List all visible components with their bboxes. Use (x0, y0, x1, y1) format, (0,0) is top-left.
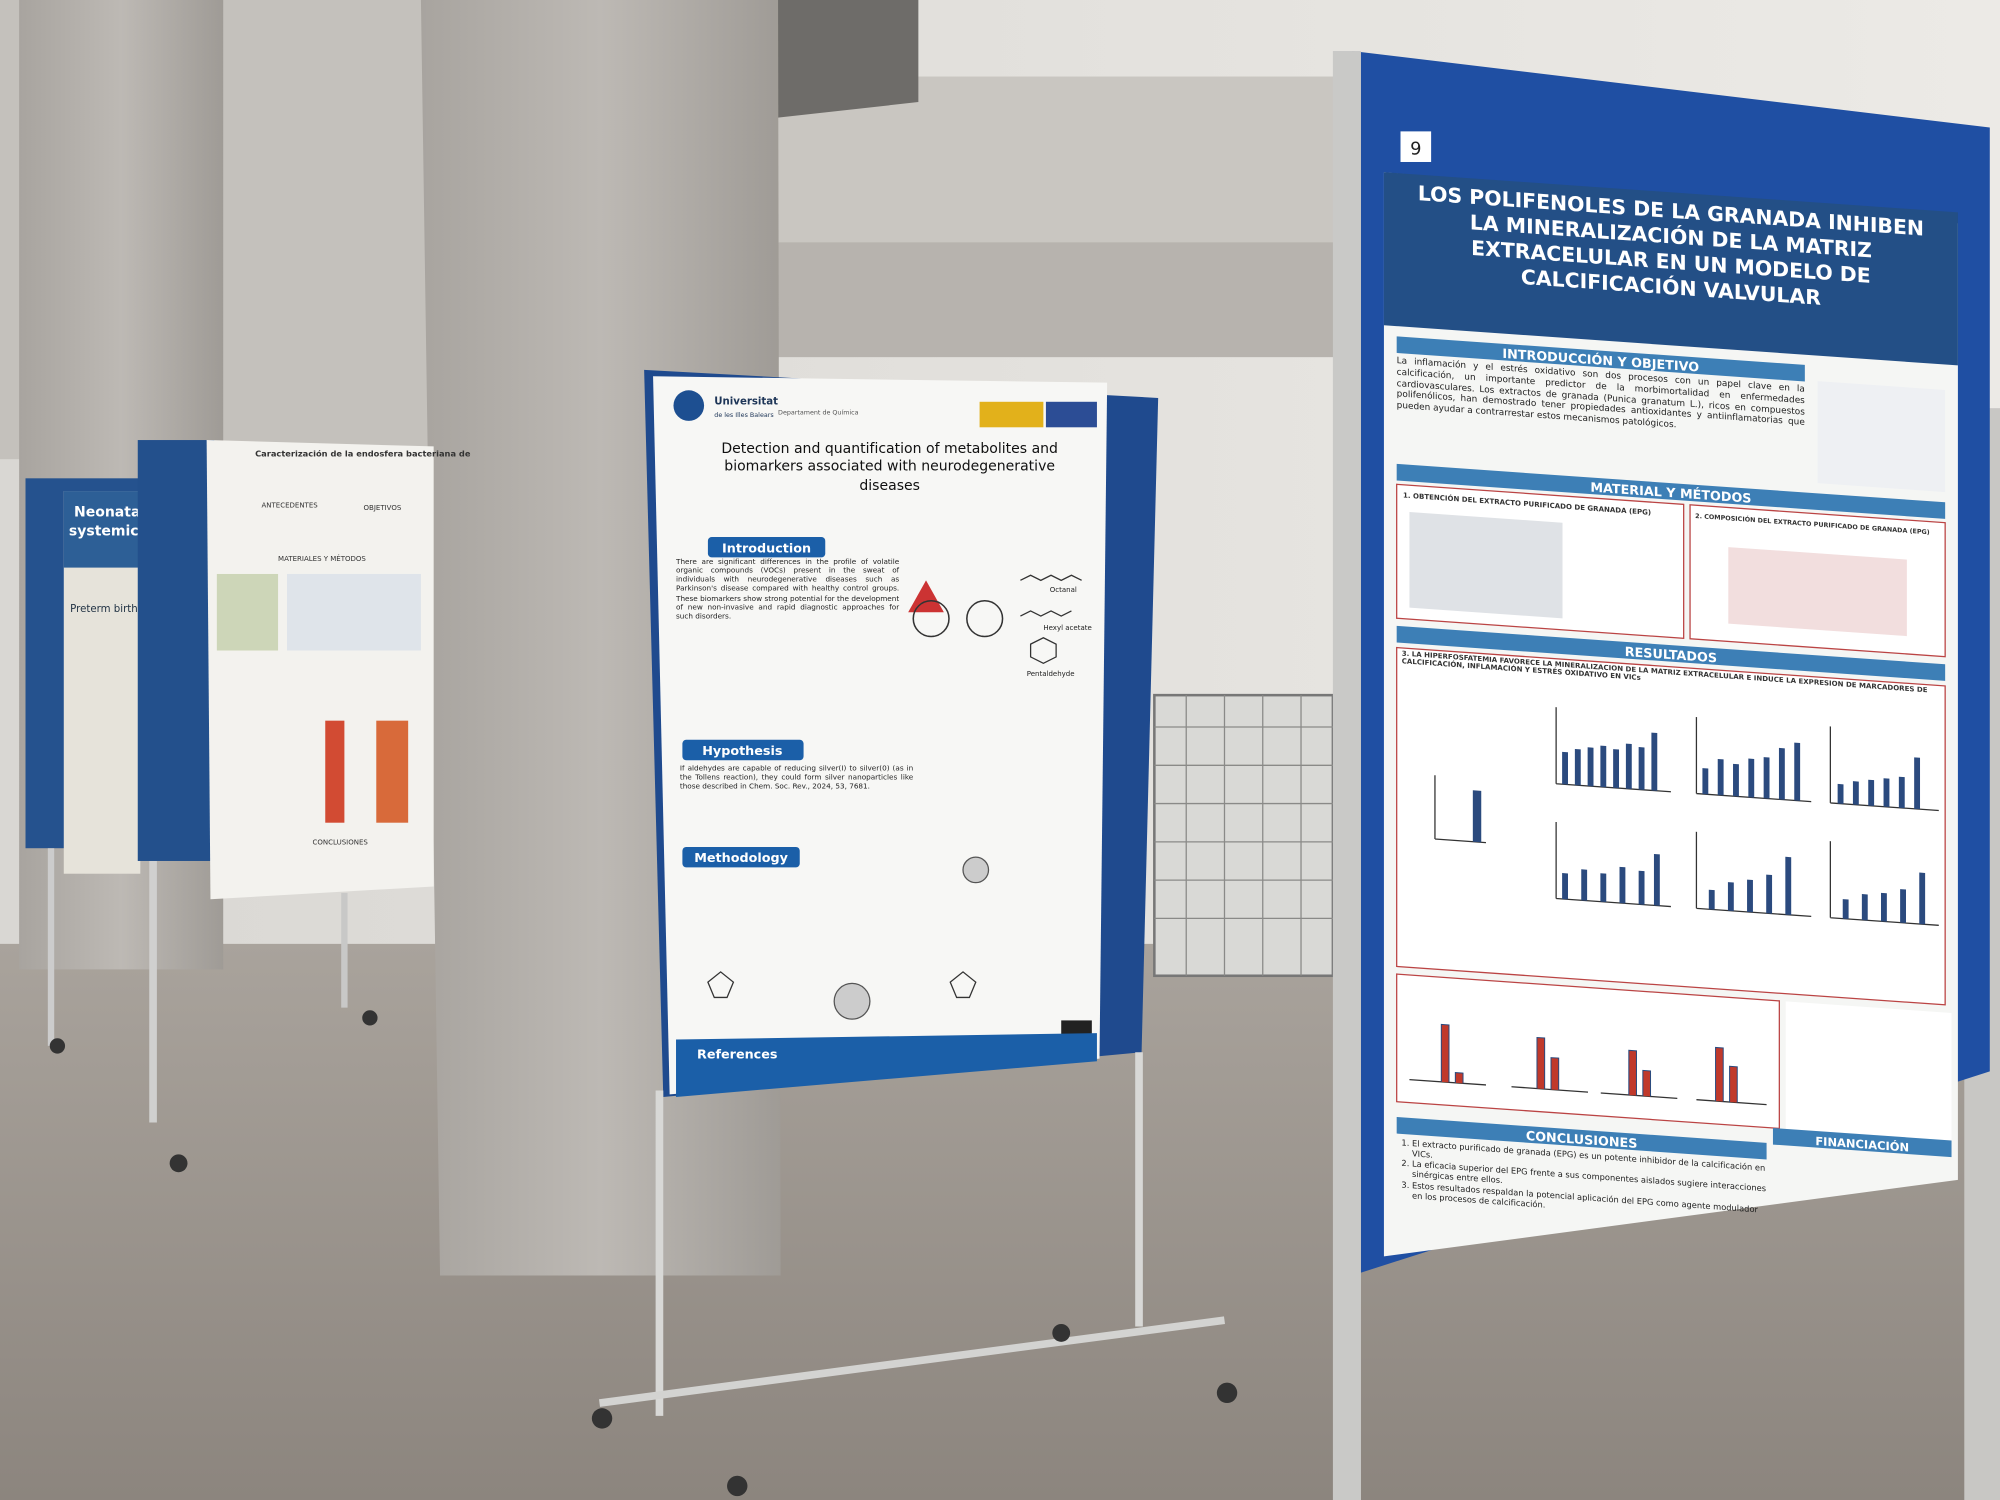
logo (979, 401, 1044, 428)
university: Universitat (714, 396, 778, 407)
bar-figure (1440, 1023, 1738, 1103)
right-board: 9 LOS POLIFENOLES DE LA GRANADA INHIBEN … (1333, 51, 1990, 1500)
section-bar (1396, 463, 1946, 519)
wheel (727, 1475, 748, 1497)
section-heading: Hypothesis (702, 744, 782, 759)
logos (1817, 381, 1946, 493)
poster-header (63, 491, 141, 568)
railing (1153, 693, 1335, 978)
table (1728, 547, 1907, 637)
section-heading: CONCLUSIONES (313, 837, 369, 846)
left-board: Caracterización de la endosfera bacteria… (137, 440, 471, 1123)
molecule-label: Octanal (1050, 585, 1077, 594)
figure (325, 720, 345, 823)
poster-content: LOS POLIFENOLES DE LA GRANADA INHIBEN LA… (1384, 172, 1958, 1266)
wheel (1216, 1382, 1238, 1404)
logo (1045, 401, 1097, 428)
text-box: If aldehydes are capable of reducing sil… (679, 765, 914, 792)
section-heading: Introduction (722, 541, 811, 556)
title-box: Detection and quantification of metaboli… (721, 440, 1058, 494)
panel (1396, 973, 1780, 1130)
references-bar (676, 1033, 1097, 1097)
wheel (169, 1154, 188, 1173)
poster-title: Caracterización de la endosfera bacteria… (255, 449, 471, 459)
section-tag (682, 846, 800, 868)
section-heading: References (697, 1048, 777, 1063)
poster-header (1383, 172, 1958, 366)
stand-base (598, 1316, 1225, 1407)
figure (216, 573, 279, 651)
structure (707, 971, 977, 999)
department: Departament de Química (778, 409, 859, 417)
section-heading: Methodology (694, 851, 788, 866)
logo (673, 390, 705, 421)
poster-label: Preterm birth (70, 604, 138, 615)
section-heading: FINANCIACIÓN (1815, 1133, 1909, 1155)
far-left-board: Neonatal systemic a Preterm birth (25, 478, 153, 1046)
figure (376, 720, 409, 823)
board (137, 440, 215, 861)
molecule-label: Pentaldehyde (1027, 669, 1075, 678)
railing-mesh (1154, 695, 1333, 976)
section-heading: RESULTADOS (1625, 645, 1717, 666)
molecule (1020, 574, 1082, 582)
head-icon (966, 600, 1004, 638)
section-bar (1772, 1127, 1952, 1158)
beam (778, 242, 1340, 358)
section-tag (682, 739, 804, 761)
paragraph: There are significant differences in the… (676, 558, 900, 621)
nanoparticle (833, 982, 871, 1020)
molecule (1020, 610, 1072, 617)
section-heading: ANTECEDENTES (261, 501, 318, 510)
poster-title: Neonatal (74, 505, 145, 521)
figure (286, 573, 421, 651)
section-heading: MATERIALES Y MÉTODOS (278, 554, 366, 563)
wheel (362, 1010, 378, 1026)
frame (1332, 51, 1361, 1500)
wheel (591, 1408, 613, 1429)
molecule-label: Hexyl acetate (1043, 623, 1091, 632)
bar-figure (1472, 732, 1926, 925)
center-board: Universitat de les Illes Balears Departa… (598, 369, 1225, 1416)
section-bar (1396, 625, 1946, 681)
number-tag (1400, 131, 1432, 162)
caption (1785, 1001, 1952, 1141)
poster-title: systemic a (69, 524, 153, 540)
university-sub: de les Illes Balears (714, 411, 773, 419)
nanoparticle (962, 856, 990, 884)
section-bar (1396, 336, 1805, 382)
brain-icon (912, 600, 950, 638)
paragraph: If aldehydes are capable of reducing sil… (679, 765, 914, 792)
section-heading: OBJETIVOS (364, 503, 402, 512)
wheel (1052, 1323, 1071, 1342)
wheel (49, 1038, 66, 1054)
section-bar (1396, 1116, 1767, 1160)
text-box: There are significant differences in the… (676, 558, 900, 621)
poster-title: Detection and quantification of metaboli… (721, 440, 1058, 494)
molecule (1029, 637, 1057, 664)
board-number: 9 (1410, 138, 1421, 159)
section-tag (707, 536, 826, 558)
figure (1409, 511, 1563, 619)
warning-icon (908, 580, 944, 613)
